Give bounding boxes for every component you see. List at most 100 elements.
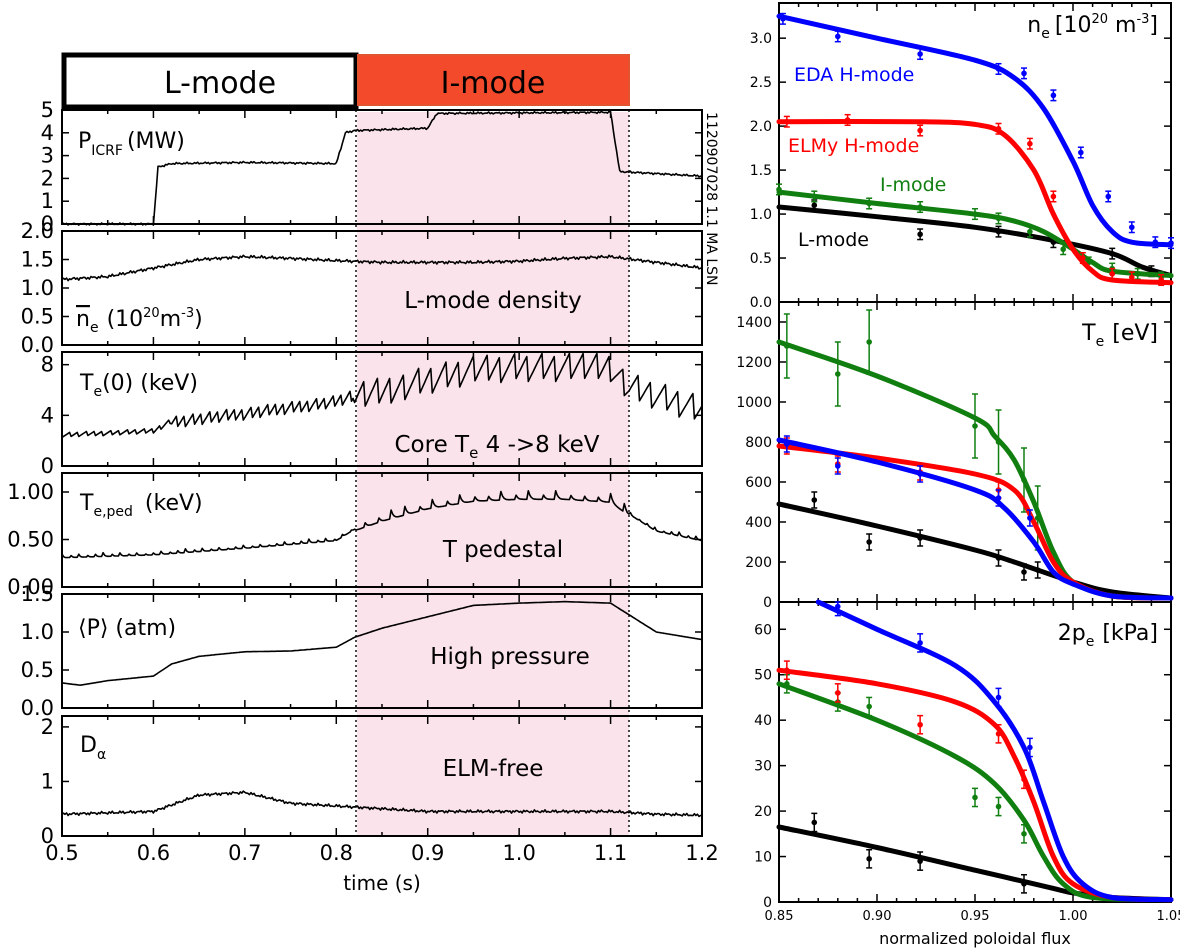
- te-profile-point-green: [835, 371, 841, 377]
- ne-signal: [61, 254, 703, 282]
- pavg-ytick-label: 1.0: [21, 620, 54, 644]
- te-profile-point-black: [917, 535, 923, 541]
- ne-profile-point-green: [1060, 246, 1066, 253]
- ne-profile-point-green: [917, 204, 923, 210]
- te-profile-fit-blue: [776, 437, 1174, 601]
- left-xtick-label: 0.6: [137, 841, 170, 865]
- ne-profile-point-black: [995, 228, 1002, 235]
- teped-ytick-label: 0.00: [7, 575, 54, 599]
- picrf-ytick-label: 3: [41, 144, 54, 168]
- ne-ytick-label: 0.0: [21, 333, 54, 357]
- te-profile-ytick-label: 200: [745, 555, 772, 571]
- picrf-ytick-label: 2: [41, 166, 54, 190]
- pavg-ytick-label: 0.0: [21, 696, 54, 720]
- pe-profile-title: 2pe [kPa]: [1058, 621, 1158, 650]
- ne-profile-ytick-label: 2.0: [750, 119, 772, 135]
- pe-profile-fit-green: [776, 681, 1174, 903]
- ne-ytick-label: 1.5: [21, 248, 54, 272]
- pe-profile-point-black: [811, 819, 818, 826]
- te-profile-point-green: [1021, 477, 1027, 483]
- dalpha-ytick-label: 1: [41, 769, 54, 793]
- ne-profile-point-black: [1109, 250, 1115, 257]
- legend-imode: I-mode: [880, 174, 946, 196]
- legend-elmy: ELMy H-mode: [788, 135, 919, 157]
- ne-profile-point-red: [1109, 271, 1115, 277]
- pe-profile-point-blue: [995, 694, 1002, 701]
- right-xtick-label: 0.95: [961, 909, 990, 924]
- pe-profile-point-green: [866, 703, 872, 710]
- pavg-ytick-label: 0.5: [21, 658, 54, 682]
- te-profile-point-black: [811, 497, 818, 503]
- pe-profile-point-black: [917, 858, 923, 864]
- picrf-ytick-label: 4: [41, 121, 54, 145]
- pavg-signal: [61, 600, 703, 687]
- ne-profile-point-blue: [1078, 149, 1084, 156]
- picrf-label: PICRF (MW): [78, 129, 185, 159]
- ne-profile-point-green: [972, 211, 978, 217]
- te0-ytick-label: 0: [41, 454, 54, 478]
- left-xtick-label: 0.7: [228, 841, 261, 865]
- legend-lmode: L-mode: [798, 229, 869, 251]
- pe-profile-point-red: [995, 731, 1002, 737]
- te0-annotation: Core Te 4 ->8 keV: [395, 432, 600, 462]
- te0-label: Te(0) (keV): [79, 371, 198, 400]
- pe-profile-point-green: [972, 794, 978, 801]
- right-xtick-label: 0.90: [863, 909, 892, 924]
- pe-profile-ytick-label: 60: [754, 622, 772, 638]
- te-profile-ytick-label: 0: [763, 595, 772, 611]
- te-profile-point-blue: [917, 471, 923, 477]
- legend-eda: EDA H-mode: [794, 64, 914, 86]
- te-profile-point-green: [1034, 515, 1041, 521]
- right-xaxis-label: normalized poloidal flux: [879, 929, 1071, 948]
- te0-signal: [61, 352, 703, 439]
- ne-ytick-label: 0.5: [21, 305, 54, 329]
- teped-signal: [61, 489, 703, 559]
- ne-profile-point-green: [1134, 271, 1141, 277]
- te-profile-point-blue: [784, 441, 790, 447]
- pe-profile-point-blue: [835, 603, 841, 610]
- te-profile-point-green: [972, 423, 978, 429]
- dalpha-label: Dα: [80, 733, 106, 763]
- ne-profile-point-red: [1129, 274, 1135, 281]
- ne-profile-fit-red: [776, 119, 1174, 286]
- ne-profile-point-red: [1080, 255, 1086, 261]
- pe-profile-fit-red: [776, 667, 1174, 903]
- teped-ytick-label: 0.50: [7, 528, 54, 552]
- ne-profile-ytick-label: 1.0: [750, 207, 772, 223]
- left-xtick-label: 1.1: [594, 841, 627, 865]
- imode-label: I-mode: [441, 66, 546, 101]
- pe-profile-ytick-label: 0: [763, 895, 772, 911]
- ne-profile-point-blue: [1152, 239, 1159, 245]
- te-profile-point-blue: [835, 463, 841, 469]
- ne-profile-point-green: [995, 215, 1002, 222]
- right-xtick-label: 0.85: [765, 909, 794, 924]
- ne-profile-point-red: [784, 118, 790, 125]
- ne-profile-point-blue: [780, 16, 786, 22]
- right-xtick-label: 1.05: [1157, 909, 1180, 924]
- picrf-ytick-label: 5: [41, 98, 54, 122]
- ne-profile-point-green: [776, 186, 782, 193]
- left-xtick-label: 0.9: [411, 841, 444, 865]
- left-xtick-label: 0.8: [320, 841, 353, 865]
- ne-profile-ytick-label: 1.5: [750, 163, 772, 179]
- shot-label: 1120907028 1.1 MA LSN: [703, 112, 719, 286]
- ne-profile-point-blue: [917, 51, 923, 57]
- te-profile-point-green: [995, 439, 1002, 445]
- ne-profile-point-black: [917, 231, 923, 238]
- te-profile-ytick-label: 800: [745, 435, 772, 451]
- teped-label: Te,ped (keV): [79, 491, 203, 520]
- ne-profile-point-blue: [995, 66, 1002, 72]
- ne-profile-title: ne [1020 m-3]: [1027, 12, 1158, 42]
- ne-profile-point-green: [1027, 228, 1033, 235]
- picrf-signal: [61, 110, 703, 226]
- te-profile-title: Te [eV]: [1081, 321, 1158, 350]
- te-profile-point-green: [784, 343, 790, 349]
- pe-profile-ytick-label: 30: [754, 759, 772, 775]
- ne-profile-point-green: [811, 193, 818, 200]
- pe-profile-ytick-label: 40: [754, 713, 772, 729]
- picrf-ytick-label: 0: [41, 212, 54, 236]
- ne-profile-point-blue: [1168, 240, 1174, 246]
- pe-profile-ytick-label: 10: [754, 850, 772, 866]
- ne-profile-ytick-label: 0.5: [750, 251, 772, 267]
